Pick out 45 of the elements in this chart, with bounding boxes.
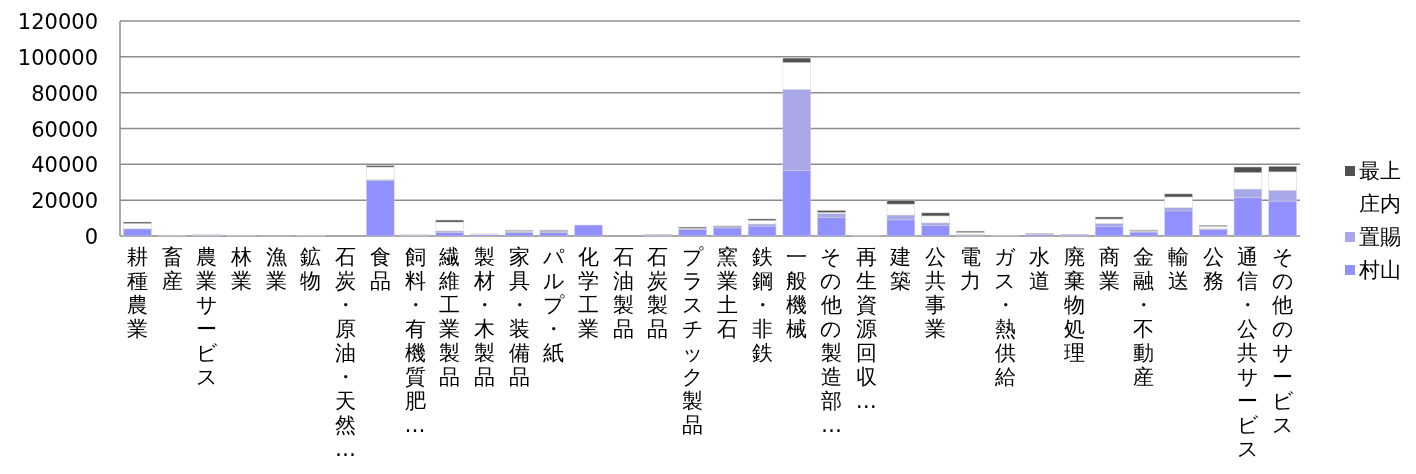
legend-label: 最上 [1359,159,1401,183]
y-tick-label: 0 [84,225,98,249]
x-tick-label: 一般機械 [786,245,808,341]
x-tick-label: 石油製品 [612,245,634,341]
y-tick-label: 40000 [31,153,98,178]
x-tick-label: 食品 [369,245,391,293]
x-tick-label: パルプ・紙 [541,245,565,365]
y-tick-label: 80000 [31,81,98,106]
x-tick-label: 水道 [1029,245,1051,293]
x-tick-label: 家具・装備品 [508,245,530,389]
x-tick-label: 農業サービス [195,245,218,389]
x-tick-label: 石炭製品 [647,245,669,341]
legend-label: 置賜 [1359,225,1401,249]
x-tick-label: 製材・木製品 [472,245,495,389]
x-tick-label: その他の製造部… [820,245,843,437]
x-tick-label: 繊維工業製品 [438,245,461,389]
x-tick-label: 公務 [1202,245,1224,293]
x-tick-label: その他のサービス [1271,245,1294,437]
x-tick-label: 漁業 [265,245,287,293]
x-tick-label: 再生資源回収… [855,245,877,413]
category-label: 通信・公共サービス [1236,245,1259,461]
x-tick-label: 輸送 [1168,245,1190,293]
x-tick-label: 商業 [1098,245,1120,293]
x-tick-label: 鉄鋼・非鉄 [751,245,773,365]
x-tick-label: 廃棄物処理 [1063,245,1085,365]
x-tick-label: プラスチック製品 [681,245,704,437]
x-tick-label: 林業 [229,245,252,293]
x-tick-label: 飼料・有機質肥… [404,245,426,437]
x-tick-label: 建築 [889,245,912,293]
legend-label: 村山 [1358,258,1401,282]
x-tick-label: 畜産 [161,245,183,293]
x-tick-label: 鉱物 [300,245,322,293]
x-tick-label: 化学工業 [578,245,600,341]
y-tick-label: 100000 [17,45,98,70]
x-tick-label: 窯業土石 [716,245,738,341]
y-tick-label: 20000 [31,189,98,214]
x-tick-label: 電力 [959,245,981,293]
x-tick-label: 耕種農業 [126,245,148,341]
x-tick-label: ガス・熱供給 [993,245,1016,389]
text: 庄内 [1359,192,1401,216]
category-label: 石炭・原油・天然… [335,245,357,461]
x-tick-label: 金融・不動産 [1133,245,1155,389]
x-tick-label: 公共事業 [925,245,947,341]
y-tick-label: 120000 [17,10,98,34]
y-tick-label: 60000 [31,117,98,142]
